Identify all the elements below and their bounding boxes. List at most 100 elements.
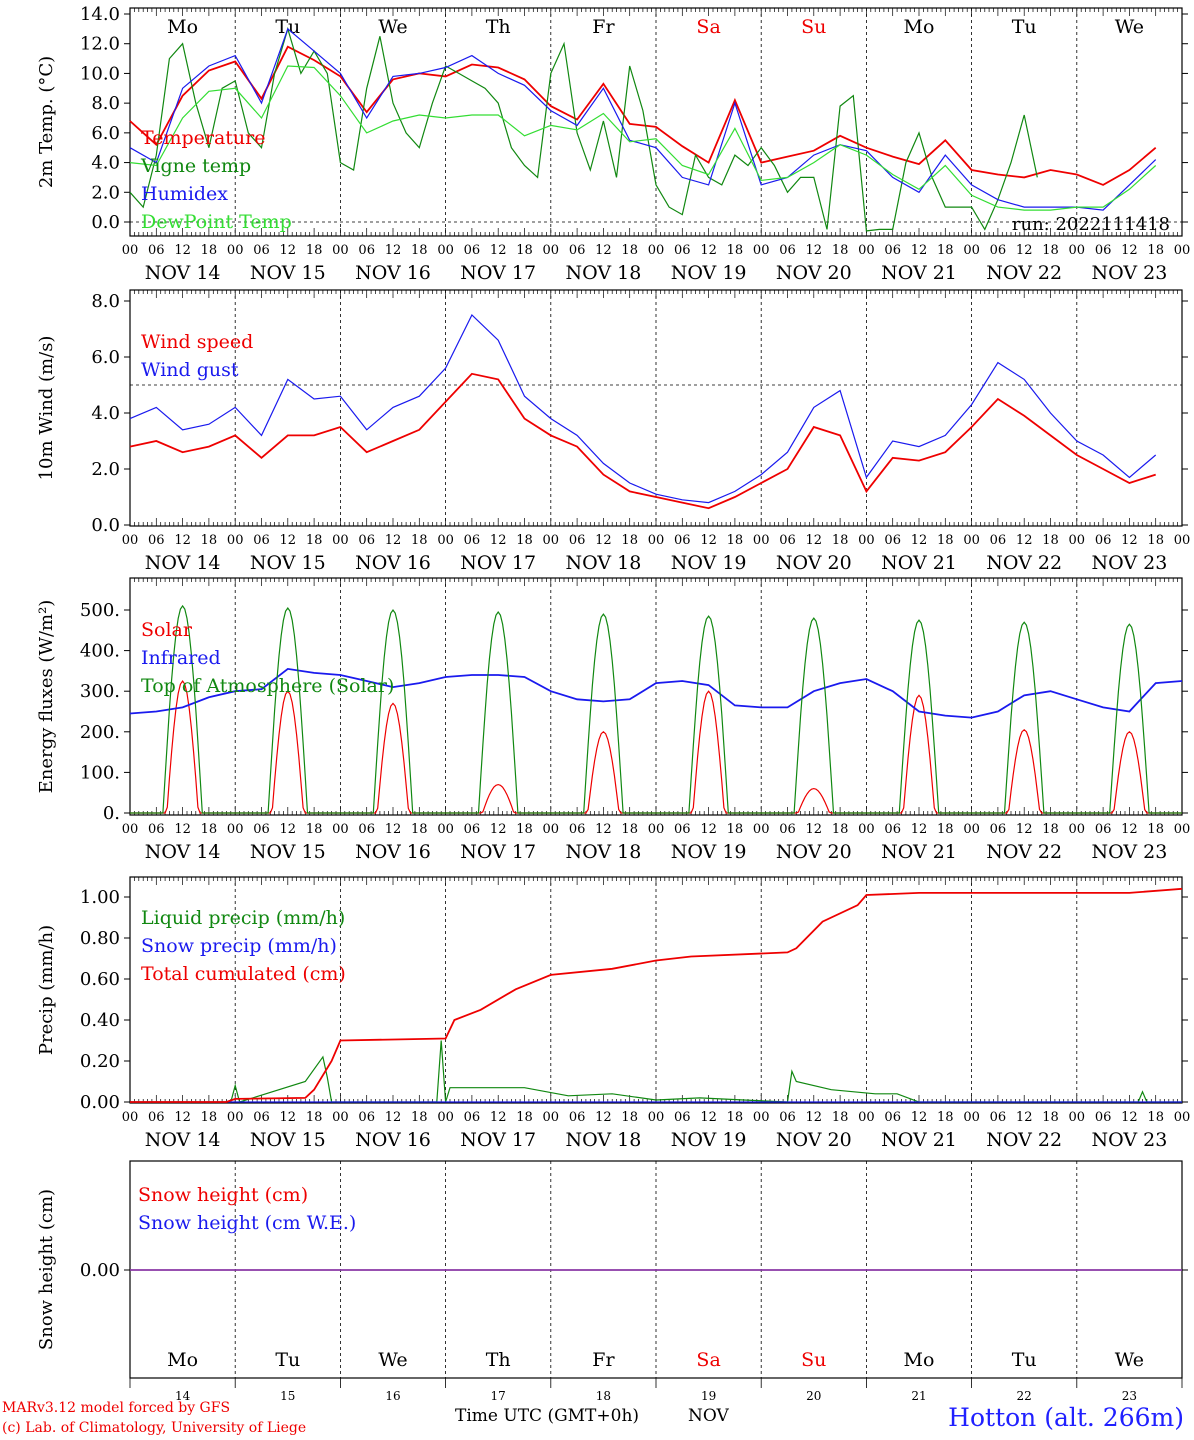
y-tick-label: 200. bbox=[80, 722, 120, 743]
y-tick-label: 6.0 bbox=[91, 347, 120, 368]
hour-tick-label: 18 bbox=[201, 1110, 218, 1125]
legend: Wind speed Wind gust bbox=[141, 331, 253, 381]
hour-tick-label: 12 bbox=[174, 243, 191, 258]
hour-tick-label: 06 bbox=[884, 822, 901, 837]
legend-entry: Snow height (cm W.E.) bbox=[138, 1212, 356, 1234]
hour-tick-label: 00 bbox=[437, 243, 454, 258]
hour-tick-label: 00 bbox=[648, 822, 665, 837]
hour-tick-label: 00 bbox=[437, 822, 454, 837]
panel-4: 1.00 0.80 0.60 0.40 0.20 0.00 Precip (mm/h) 00 0… bbox=[36, 876, 1190, 1151]
legend-entry: Temperature bbox=[141, 127, 265, 149]
day-label: Mo bbox=[167, 1349, 198, 1371]
y-tick-label: 300. bbox=[80, 681, 120, 702]
date-label: NOV 22 bbox=[986, 552, 1062, 574]
hour-tick-label: 18 bbox=[727, 1110, 744, 1125]
hour-tick-label: 00 bbox=[122, 822, 139, 837]
hour-tick-label: 12 bbox=[700, 822, 717, 837]
series-group bbox=[130, 887, 1183, 1103]
time-axis-month: NOV bbox=[688, 1406, 729, 1426]
top-ticks bbox=[129, 877, 1183, 885]
y-tick-label: 6.0 bbox=[91, 123, 120, 144]
date-number: 19 bbox=[701, 1389, 716, 1403]
bottom-ticks bbox=[129, 228, 1183, 236]
hour-tick-label: 06 bbox=[358, 1110, 375, 1125]
hour-tick-label: 18 bbox=[306, 243, 323, 258]
hour-tick-label: 12 bbox=[490, 1110, 507, 1125]
day-label: Mo bbox=[904, 1349, 935, 1371]
y-axis-label: Snow height (cm) bbox=[36, 1189, 57, 1350]
day-label: Sa bbox=[696, 16, 720, 38]
hour-tick-label: 06 bbox=[779, 533, 796, 548]
legend-entry: Wind gust bbox=[141, 359, 239, 381]
hour-tick-label: 06 bbox=[1095, 822, 1112, 837]
date-label: NOV 21 bbox=[881, 1129, 957, 1151]
y-tick-label: 400. bbox=[80, 641, 120, 662]
hour-tick-label: 12 bbox=[385, 822, 402, 837]
date-label: NOV 18 bbox=[565, 1129, 641, 1151]
hour-tick-label: 18 bbox=[1147, 1110, 1164, 1125]
hour-tick-label: 18 bbox=[411, 822, 428, 837]
hour-tick-label: 18 bbox=[1147, 243, 1164, 258]
hour-tick-label: 06 bbox=[464, 1110, 481, 1125]
date-label: NOV 14 bbox=[145, 262, 221, 284]
hour-tick-label: 12 bbox=[700, 1110, 717, 1125]
hour-tick-label: 06 bbox=[674, 822, 691, 837]
date-label: NOV 19 bbox=[671, 262, 747, 284]
date-label: NOV 16 bbox=[355, 262, 431, 284]
hour-tick-label: 12 bbox=[280, 1110, 297, 1125]
hour-tick-label: 00 bbox=[543, 243, 560, 258]
legend-entry: Top of Atmosphere (Solar) bbox=[141, 675, 394, 697]
hour-tick-label: 00 bbox=[543, 533, 560, 548]
hour-tick-label: 18 bbox=[727, 533, 744, 548]
hour-tick-label: 00 bbox=[753, 533, 770, 548]
hour-tick-label: 06 bbox=[1095, 1110, 1112, 1125]
y-axis-label: Energy fluxes (W/m²) bbox=[36, 600, 57, 794]
hour-tick-label: 12 bbox=[911, 1110, 928, 1125]
hour-tick-label: 18 bbox=[1042, 243, 1059, 258]
series-line bbox=[129, 314, 1157, 504]
hour-tick-label: 12 bbox=[595, 822, 612, 837]
hour-tick-label: 18 bbox=[727, 243, 744, 258]
hour-tick-label: 18 bbox=[937, 822, 954, 837]
date-label: NOV 19 bbox=[671, 552, 747, 574]
hour-tick-label: 00 bbox=[122, 1110, 139, 1125]
series-group bbox=[129, 314, 1157, 510]
y-tick-label: 2.0 bbox=[91, 459, 120, 480]
legend-entry: Vigne temp bbox=[140, 155, 251, 177]
hour-tick-label: 00 bbox=[753, 1110, 770, 1125]
day-label: We bbox=[1115, 16, 1144, 38]
top-ticks bbox=[129, 290, 1183, 298]
date-label: NOV 17 bbox=[460, 262, 536, 284]
date-label: NOV 21 bbox=[881, 552, 957, 574]
legend-entry: Humidex bbox=[141, 183, 228, 205]
hour-tick-label: 00 bbox=[648, 533, 665, 548]
y-tick-label: 0.00 bbox=[80, 1260, 120, 1281]
hour-tick-label: 06 bbox=[674, 1110, 691, 1125]
y-tick-label: 0.60 bbox=[80, 969, 120, 990]
day-label: Su bbox=[801, 16, 826, 38]
hour-tick-label: 12 bbox=[490, 533, 507, 548]
hour-tick-label: 12 bbox=[1016, 1110, 1033, 1125]
date-label: NOV 20 bbox=[776, 552, 852, 574]
hour-tick-label: 00 bbox=[963, 243, 980, 258]
hour-tick-label: 00 bbox=[963, 822, 980, 837]
hour-tick-label: 00 bbox=[963, 533, 980, 548]
date-label: NOV 21 bbox=[881, 841, 957, 863]
date-label: NOV 18 bbox=[565, 262, 641, 284]
hour-tick-label: 12 bbox=[911, 822, 928, 837]
legend-entry: DewPoint Temp bbox=[141, 211, 292, 233]
run-annotation: run: 2022111418 bbox=[1012, 214, 1170, 235]
date-number: 14 bbox=[175, 1389, 191, 1403]
hour-tick-label: 00 bbox=[227, 243, 244, 258]
y-tick-label: 8.0 bbox=[91, 93, 120, 114]
hour-tick-label: 00 bbox=[437, 533, 454, 548]
hour-tick-label: 06 bbox=[884, 533, 901, 548]
date-label: NOV 22 bbox=[986, 841, 1062, 863]
series-line bbox=[129, 26, 1038, 232]
day-label: Mo bbox=[167, 16, 198, 38]
y-axis-label: 2m Temp. (°C) bbox=[36, 56, 57, 188]
hour-tick-label: 12 bbox=[490, 243, 507, 258]
date-label: NOV 23 bbox=[1091, 552, 1167, 574]
date-label: NOV 16 bbox=[355, 552, 431, 574]
hour-tick-label: 12 bbox=[385, 243, 402, 258]
